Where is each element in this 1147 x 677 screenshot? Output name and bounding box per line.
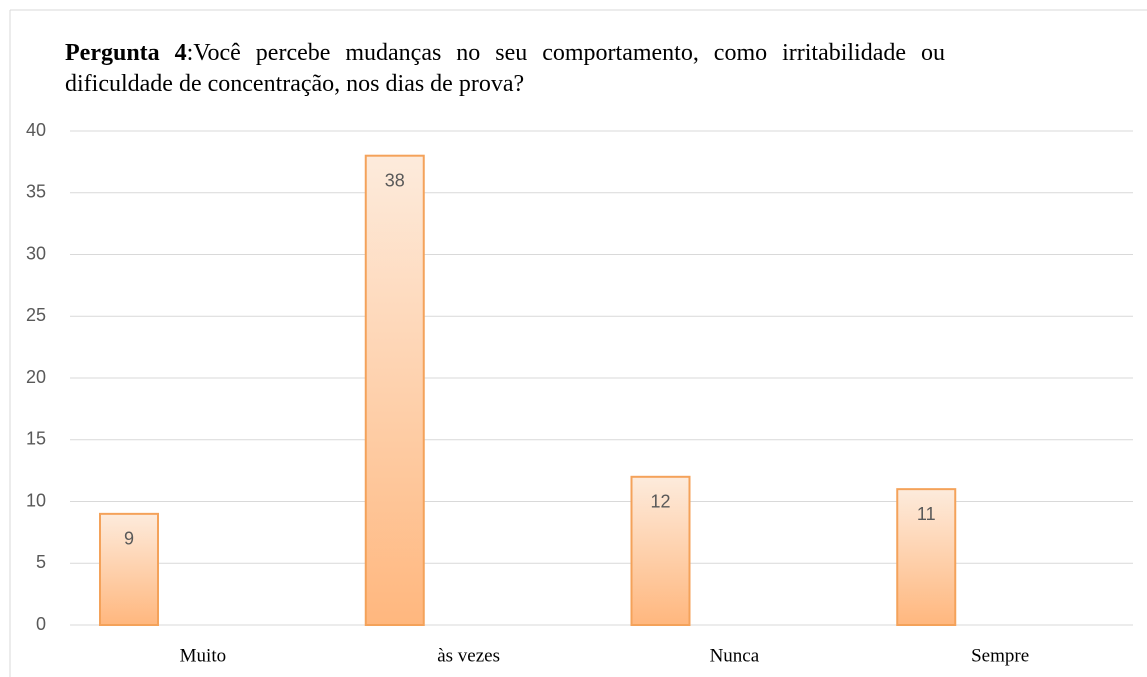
y-tick-label: 10: [26, 490, 46, 510]
chart-title: Pergunta 4:Você percebe mudanças no seu …: [65, 38, 945, 100]
value-label: 38: [385, 170, 405, 190]
y-tick-label: 15: [26, 429, 46, 449]
x-tick-label: às vezes: [437, 645, 500, 666]
x-tick-label: Muito: [180, 645, 226, 666]
bar: [896, 488, 957, 626]
bar: [364, 154, 425, 626]
y-tick-label: 20: [26, 367, 46, 387]
x-tick-label: Nunca: [710, 645, 760, 666]
title-bold: Pergunta 4: [65, 40, 187, 66]
y-tick-label: 40: [26, 120, 46, 140]
y-tick-label: 30: [26, 243, 46, 263]
y-tick-label: 35: [26, 182, 46, 202]
title-text: :Você percebe mudanças no seu comportame…: [65, 40, 945, 97]
x-tick-label: Sempre: [971, 645, 1029, 666]
value-label: 12: [650, 492, 670, 512]
bar: [99, 512, 159, 626]
bar: [630, 475, 691, 626]
y-tick-label: 0: [36, 614, 46, 634]
value-label: 11: [917, 504, 936, 524]
y-tick-label: 25: [26, 305, 46, 325]
value-label: 9: [124, 529, 134, 549]
y-tick-label: 5: [36, 552, 46, 572]
